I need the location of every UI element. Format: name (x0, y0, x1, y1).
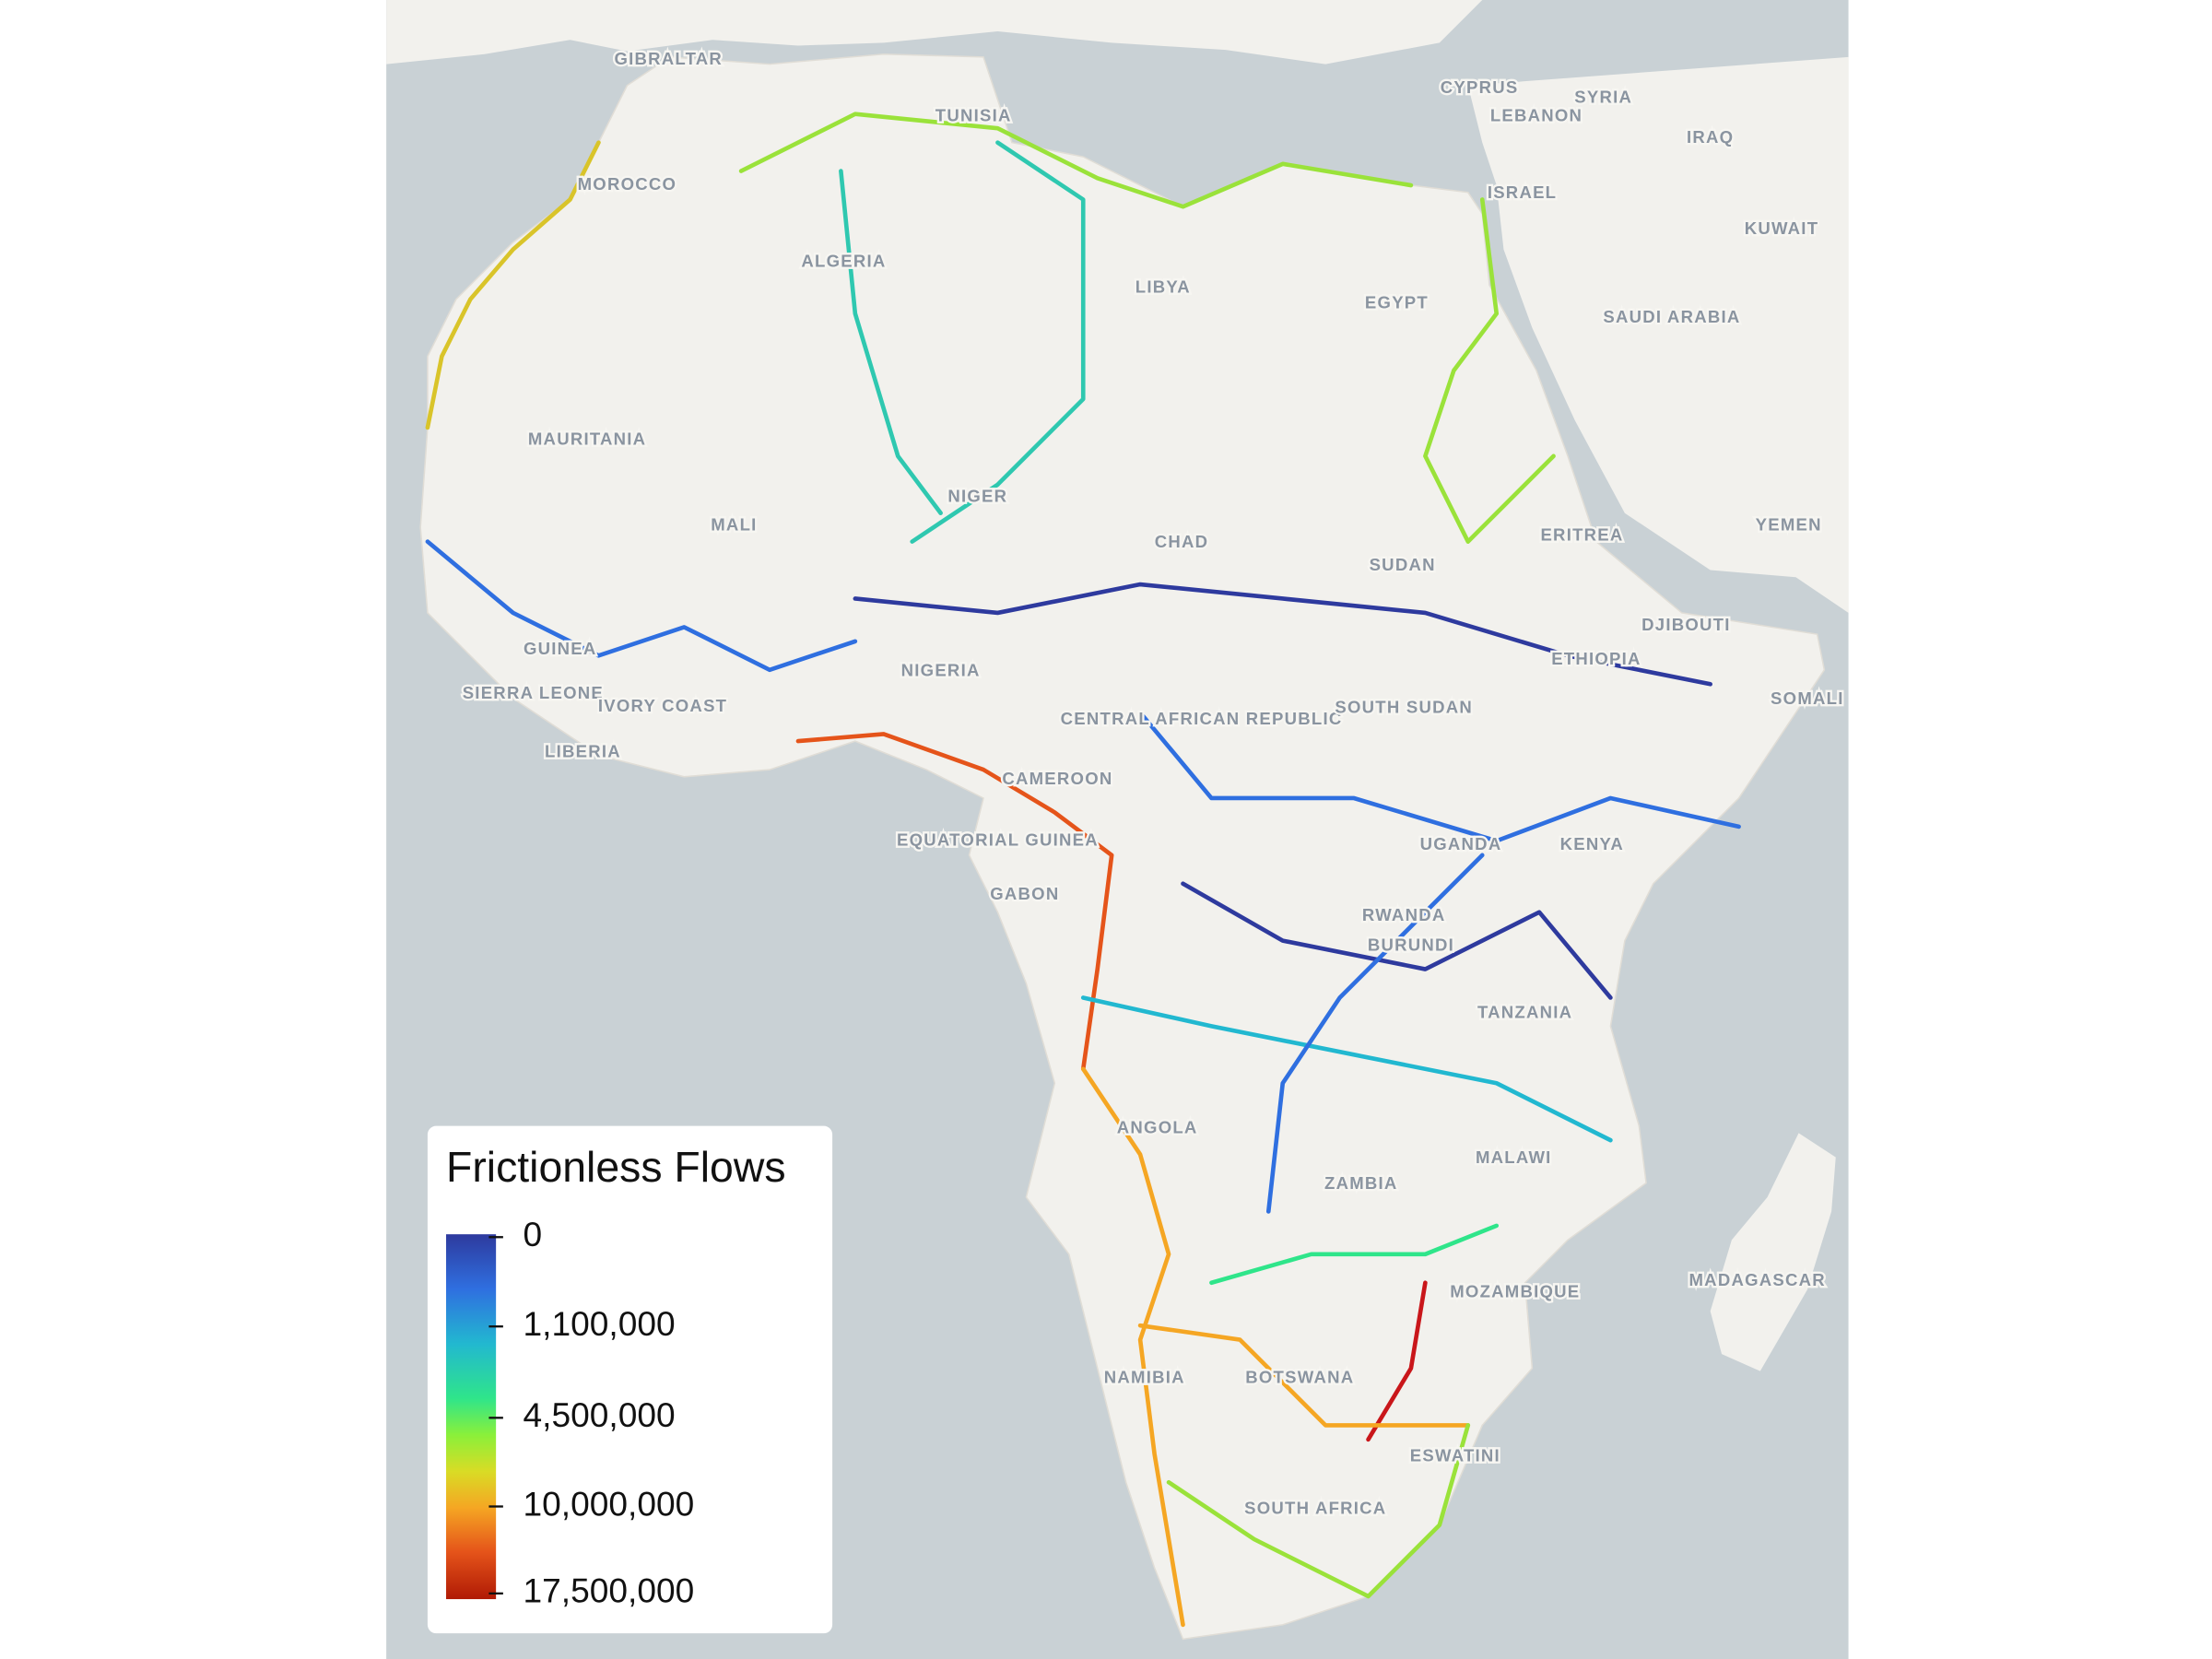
country-label: MADAGASCAR (1689, 1270, 1826, 1289)
country-label: SIERRA LEONE (463, 683, 604, 702)
country-label: SYRIA (1574, 88, 1632, 107)
country-label: IVORY COAST (598, 696, 727, 715)
middle-east (1467, 56, 1849, 613)
country-label: UGANDA (1420, 834, 1502, 853)
country-label: CHAD (1155, 532, 1209, 551)
legend-ticks: 0 1,100,000 4,500,000 10,000,000 17,500,000 (488, 1215, 694, 1610)
country-label: NIGER (947, 487, 1007, 506)
country-label: ANGOLA (1117, 1118, 1198, 1137)
country-label: EQUATORIAL GUINEA (897, 830, 1099, 849)
country-label: MOROCCO (578, 174, 677, 194)
color-bar (446, 1234, 497, 1600)
country-label: EGYPT (1365, 292, 1429, 312)
legend-title: Frictionless Flows (446, 1143, 786, 1191)
country-label: GUINEA (524, 639, 597, 658)
country-label: MALI (711, 515, 757, 535)
country-label: MALAWI (1476, 1147, 1552, 1167)
routes (425, 112, 1741, 1628)
country-label: SAUDI ARABIA (1603, 307, 1740, 326)
country-label: YEMEN (1756, 515, 1822, 535)
country-label: ZAMBIA (1324, 1173, 1398, 1193)
legend-tick-label: 10,000,000 (524, 1484, 695, 1523)
country-label: KUWAIT (1745, 218, 1819, 238)
legend-tick-label: 17,500,000 (524, 1571, 695, 1610)
country-label: GABON (990, 884, 1059, 903)
europe (386, 0, 1483, 65)
country-label: ERITREA (1540, 524, 1623, 544)
country-label: MOZAMBIQUE (1450, 1281, 1580, 1300)
country-label: RWANDA (1362, 905, 1446, 924)
country-label: CAMEROON (1002, 769, 1112, 788)
legend-box (427, 1125, 833, 1634)
legend-tick-label: 4,500,000 (524, 1395, 676, 1434)
legend-tick-label: 0 (524, 1215, 543, 1253)
country-label: TANZANIA (1477, 1002, 1572, 1021)
country-label: KENYA (1560, 834, 1624, 853)
legend-tick-label: 1,100,000 (524, 1304, 676, 1343)
country-label: SOUTH SUDAN (1335, 697, 1473, 716)
country-label: CYPRUS (1441, 77, 1519, 97)
legend: Frictionless Flows 0 1,100,000 4,500,000 10… (427, 1125, 833, 1634)
country-label: LIBYA (1135, 276, 1191, 296)
country-label: NIGERIA (901, 660, 981, 679)
country-label: ALGERIA (801, 251, 886, 270)
country-label: MAURITANIA (528, 429, 646, 449)
country-label: SOUTH AFRICA (1244, 1499, 1386, 1518)
madagascar (1710, 1133, 1836, 1371)
country-label: LEBANON (1490, 106, 1583, 125)
country-label: SOMALI (1771, 688, 1844, 708)
country-label: TUNISIA (935, 106, 1012, 125)
country-label: LIBERIA (545, 741, 621, 760)
country-label: GIBRALTAR (614, 49, 723, 68)
country-label: CENTRAL AFRICAN REPUBLIC (1061, 709, 1343, 728)
country-label: IRAQ (1687, 127, 1734, 147)
country-label: DJIBOUTI (1641, 615, 1730, 634)
country-label: NAMIBIA (1104, 1367, 1185, 1386)
country-label: ESWATINI (1410, 1445, 1500, 1465)
country-label: ISRAEL (1488, 182, 1557, 202)
country-label: ETHIOPIA (1551, 649, 1641, 668)
country-label: SUDAN (1370, 555, 1436, 574)
country-label: BURUNDI (1368, 935, 1454, 955)
country-label: BOTSWANA (1245, 1367, 1354, 1386)
